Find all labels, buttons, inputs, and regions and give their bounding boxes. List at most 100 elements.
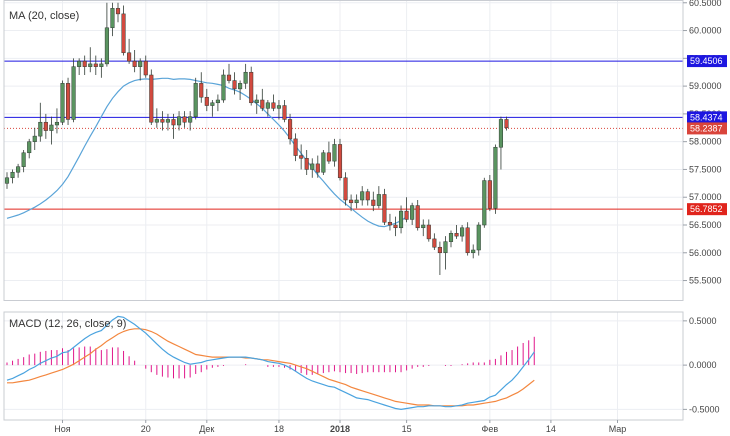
candle-body (493, 146, 498, 209)
panel-frames (3, 0, 684, 421)
candle-body (454, 233, 459, 237)
candle-body (282, 105, 287, 120)
candle-body (127, 52, 132, 62)
x-tick-label: Дек (199, 424, 214, 434)
macd-line (6, 315, 535, 411)
candle-body (471, 249, 476, 254)
candle-body (66, 83, 71, 120)
level-lines[interactable] (4, 60, 683, 210)
price-tag (687, 55, 727, 68)
price-tag-label: 58.2387 (690, 123, 723, 133)
candle-body (399, 210, 404, 229)
y-tick-label: 55.5000 (689, 276, 722, 286)
candle-body (299, 155, 304, 159)
ma20-line (6, 77, 407, 228)
candle-body (443, 241, 448, 254)
candle-body (426, 224, 431, 240)
candle-body (143, 60, 148, 76)
candle-body (171, 119, 176, 126)
candle-body (326, 152, 331, 162)
y-tick-label: 0.0000 (689, 360, 717, 370)
candle-body (487, 180, 492, 209)
candle-body (393, 224, 398, 229)
candle-body (321, 152, 326, 173)
x-tick-label: 2018 (330, 424, 350, 434)
candle-body (10, 171, 15, 179)
candle-body (82, 60, 87, 67)
y-tick-label: 59.0000 (689, 81, 722, 91)
candle-body (149, 74, 154, 123)
candle-body (21, 152, 26, 167)
macd-axis[interactable]: 0.5000 0.0000 -0.5000 (683, 316, 720, 415)
y-tick-label: 60.0000 (689, 26, 722, 36)
candle-body (432, 238, 437, 248)
macd-panel-border (3, 311, 684, 421)
y-tick-label: 57.0000 (689, 192, 722, 202)
price-tag-label: 59.4506 (690, 56, 723, 66)
candle-body (376, 194, 381, 206)
candle-body (365, 191, 370, 201)
moving-average (6, 77, 407, 228)
candle-body (460, 227, 465, 237)
candle-body (360, 191, 365, 201)
candle-body (415, 205, 420, 229)
candle-body (204, 96, 209, 106)
candle-body (504, 119, 509, 129)
candle-body (354, 199, 359, 204)
y-tick-label: 56.5000 (689, 220, 722, 230)
candle-body (332, 144, 337, 162)
candle-body (54, 121, 60, 126)
candle-body (232, 80, 237, 90)
candle-body (421, 224, 426, 229)
x-tick-label: 18 (274, 424, 284, 434)
y-tick-label: 58.0000 (689, 137, 722, 147)
candle-body (238, 83, 243, 90)
candle-body (115, 8, 121, 15)
macd-indicator-label: MACD (12, 26, close, 9) (9, 318, 126, 330)
candle-body (99, 63, 104, 67)
candle-body (177, 116, 182, 126)
x-tick-label: 14 (546, 424, 556, 434)
price-tag-label: 56.7852 (690, 204, 723, 214)
y-tick-label: 0.5000 (689, 316, 717, 326)
price-tag (687, 203, 727, 216)
candle-body (476, 224, 481, 251)
candle-body (288, 119, 293, 140)
candle-body (32, 135, 37, 142)
candle-body (71, 66, 76, 120)
macd-lines (6, 315, 535, 411)
candle-body (38, 121, 43, 137)
time-axis[interactable]: Ноя 20 Дек 18 2018 15 Фев 14 Мар (54, 420, 626, 434)
y-tick-label: 57.5000 (689, 164, 722, 174)
x-tick-label: 15 (402, 424, 412, 434)
price-tag (687, 111, 727, 124)
candle-body (199, 83, 204, 98)
candle-body (498, 119, 503, 148)
candle-body (293, 138, 298, 156)
x-tick-label: 20 (141, 424, 151, 434)
candle-body (254, 99, 259, 104)
price-panel-border (3, 0, 684, 301)
candle-body (315, 163, 320, 173)
candle-body (448, 233, 454, 242)
candle-body (193, 83, 198, 117)
candle-body (77, 60, 82, 67)
candle-body (49, 124, 54, 131)
y-tick-label: 60.5000 (689, 0, 722, 8)
candle-body (249, 71, 254, 104)
candle-body (4, 177, 10, 184)
price-axis[interactable]: 60.500060.000059.500059.000058.500058.00… (683, 0, 722, 286)
candle-body (410, 205, 415, 220)
x-tick-label: Ноя (54, 424, 71, 434)
candle-body (271, 102, 276, 109)
candle-body (226, 74, 232, 81)
candle-body (404, 210, 409, 220)
candle-body (304, 158, 309, 170)
candle-body (221, 74, 226, 101)
candle-body (182, 116, 187, 123)
candle-body (160, 119, 165, 123)
main-indicator-label: MA (20, close) (9, 10, 79, 22)
candle-body (382, 194, 387, 223)
